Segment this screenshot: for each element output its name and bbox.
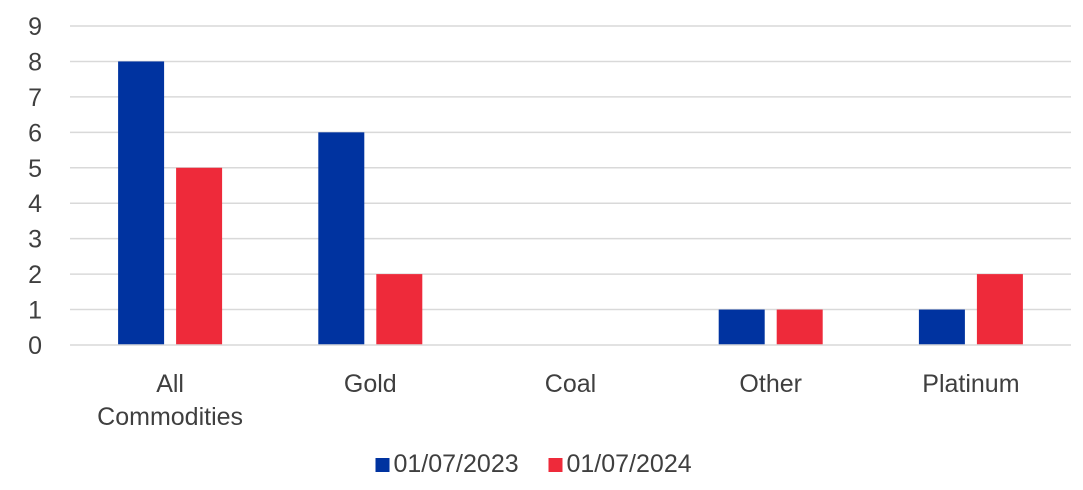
y-tick-label: 5: [28, 155, 42, 183]
y-tick-label: 8: [28, 48, 42, 76]
bar-platinum-series-1: [918, 309, 965, 345]
x-category-label: All: [156, 370, 184, 398]
y-tick-label: 4: [28, 190, 42, 218]
bar-other-series-2: [776, 309, 823, 345]
y-tick-label: 3: [28, 226, 42, 254]
y-tick-label: 0: [28, 332, 42, 360]
y-axis-tick-labels: 0 1 2 3 4 5 6 7 8 9: [28, 13, 42, 360]
bar-all-commodities-series-1: [118, 61, 165, 345]
bar-gold-series-2: [376, 274, 423, 345]
y-tick-label: 7: [28, 84, 42, 112]
gridlines: [70, 25, 1071, 311]
bar-other-series-1: [718, 309, 765, 345]
bars: [118, 61, 1023, 345]
bar-gold-series-1: [318, 132, 365, 345]
legend: 01/07/2023 01/07/2024: [375, 450, 692, 478]
y-tick-label: 2: [28, 261, 42, 289]
y-tick-label: 9: [28, 13, 42, 41]
x-category-label: Commodities: [97, 403, 243, 431]
legend-swatch-series-1: [375, 458, 390, 472]
y-tick-label: 1: [28, 297, 42, 325]
x-category-label: Coal: [545, 370, 596, 398]
x-axis-category-labels: All Commodities Gold Coal Other Platinum: [97, 370, 1019, 431]
x-category-label: Gold: [344, 370, 397, 398]
legend-swatch-series-2: [548, 458, 563, 472]
x-category-label: Platinum: [922, 370, 1019, 398]
legend-label-series-1: 01/07/2023: [394, 450, 519, 478]
x-category-label: Other: [739, 370, 802, 398]
legend-label-series-2: 01/07/2024: [567, 450, 692, 478]
bar-platinum-series-2: [976, 274, 1023, 345]
bar-all-commodities-series-2: [176, 167, 223, 345]
y-tick-label: 6: [28, 119, 42, 147]
